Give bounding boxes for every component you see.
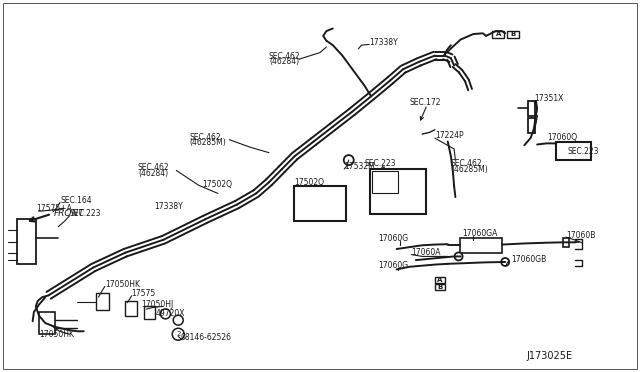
Bar bbox=[492, 31, 504, 38]
Circle shape bbox=[172, 328, 184, 340]
Bar bbox=[435, 277, 445, 283]
Bar bbox=[507, 31, 518, 38]
Text: 17050HK: 17050HK bbox=[39, 330, 74, 339]
Bar bbox=[556, 141, 591, 160]
Text: SEC.462: SEC.462 bbox=[269, 52, 301, 61]
Text: SEC.223: SEC.223 bbox=[568, 147, 599, 156]
Circle shape bbox=[344, 155, 354, 165]
Text: SEC.223: SEC.223 bbox=[365, 158, 396, 167]
Text: A: A bbox=[437, 277, 443, 283]
Text: SEC.462: SEC.462 bbox=[451, 159, 483, 168]
Bar bbox=[17, 219, 36, 264]
Text: 17060G: 17060G bbox=[378, 234, 408, 244]
Text: 17338Y: 17338Y bbox=[154, 202, 182, 211]
Text: 2: 2 bbox=[176, 331, 180, 337]
Text: 17050HJ: 17050HJ bbox=[141, 300, 173, 309]
Text: B: B bbox=[437, 284, 443, 290]
Text: FRONT: FRONT bbox=[54, 209, 84, 218]
Text: 17060GA: 17060GA bbox=[462, 229, 497, 238]
Circle shape bbox=[173, 315, 183, 325]
Bar bbox=[527, 101, 535, 116]
Text: 17351X: 17351X bbox=[534, 94, 563, 103]
Text: SEC.172: SEC.172 bbox=[410, 98, 441, 107]
Bar bbox=[97, 294, 109, 310]
Bar bbox=[125, 301, 137, 316]
Text: J173025E: J173025E bbox=[526, 352, 572, 362]
Text: 49720X: 49720X bbox=[156, 310, 185, 318]
Text: 17060GB: 17060GB bbox=[511, 255, 547, 264]
Text: 17060B: 17060B bbox=[566, 231, 595, 240]
Text: (46284): (46284) bbox=[138, 169, 168, 177]
Text: 17060A: 17060A bbox=[412, 248, 441, 257]
Text: (46285M): (46285M) bbox=[189, 138, 226, 147]
Text: SEC.462: SEC.462 bbox=[138, 163, 170, 172]
Text: 17050HK: 17050HK bbox=[105, 280, 140, 289]
Text: 17060G: 17060G bbox=[378, 261, 408, 270]
Text: 17575: 17575 bbox=[132, 289, 156, 298]
Text: B: B bbox=[510, 31, 515, 38]
Circle shape bbox=[161, 309, 170, 319]
Text: 17338Y: 17338Y bbox=[369, 38, 398, 47]
Text: 17224P: 17224P bbox=[435, 131, 463, 141]
Text: SEC.164: SEC.164 bbox=[60, 196, 92, 205]
Text: 17575+A: 17575+A bbox=[36, 204, 72, 213]
Text: 17502Q: 17502Q bbox=[294, 178, 324, 187]
Bar bbox=[370, 169, 426, 214]
Text: 17502Q: 17502Q bbox=[202, 180, 232, 189]
Bar bbox=[39, 312, 55, 334]
Text: 17532M: 17532M bbox=[344, 162, 375, 171]
Text: (46284): (46284) bbox=[269, 57, 299, 66]
Text: 08146-62526: 08146-62526 bbox=[180, 333, 232, 342]
Bar bbox=[372, 171, 398, 193]
Text: SEC.223: SEC.223 bbox=[70, 209, 101, 218]
Circle shape bbox=[501, 258, 509, 266]
Circle shape bbox=[454, 253, 463, 260]
Text: 17060Q: 17060Q bbox=[547, 133, 577, 142]
Text: SEC.462: SEC.462 bbox=[189, 132, 221, 142]
Bar bbox=[563, 238, 569, 247]
Bar bbox=[294, 186, 346, 221]
Bar bbox=[145, 307, 155, 320]
Bar bbox=[527, 118, 535, 133]
Bar bbox=[435, 284, 445, 290]
Text: A: A bbox=[495, 31, 501, 38]
Bar bbox=[461, 238, 502, 253]
Text: (46285M): (46285M) bbox=[451, 165, 488, 174]
